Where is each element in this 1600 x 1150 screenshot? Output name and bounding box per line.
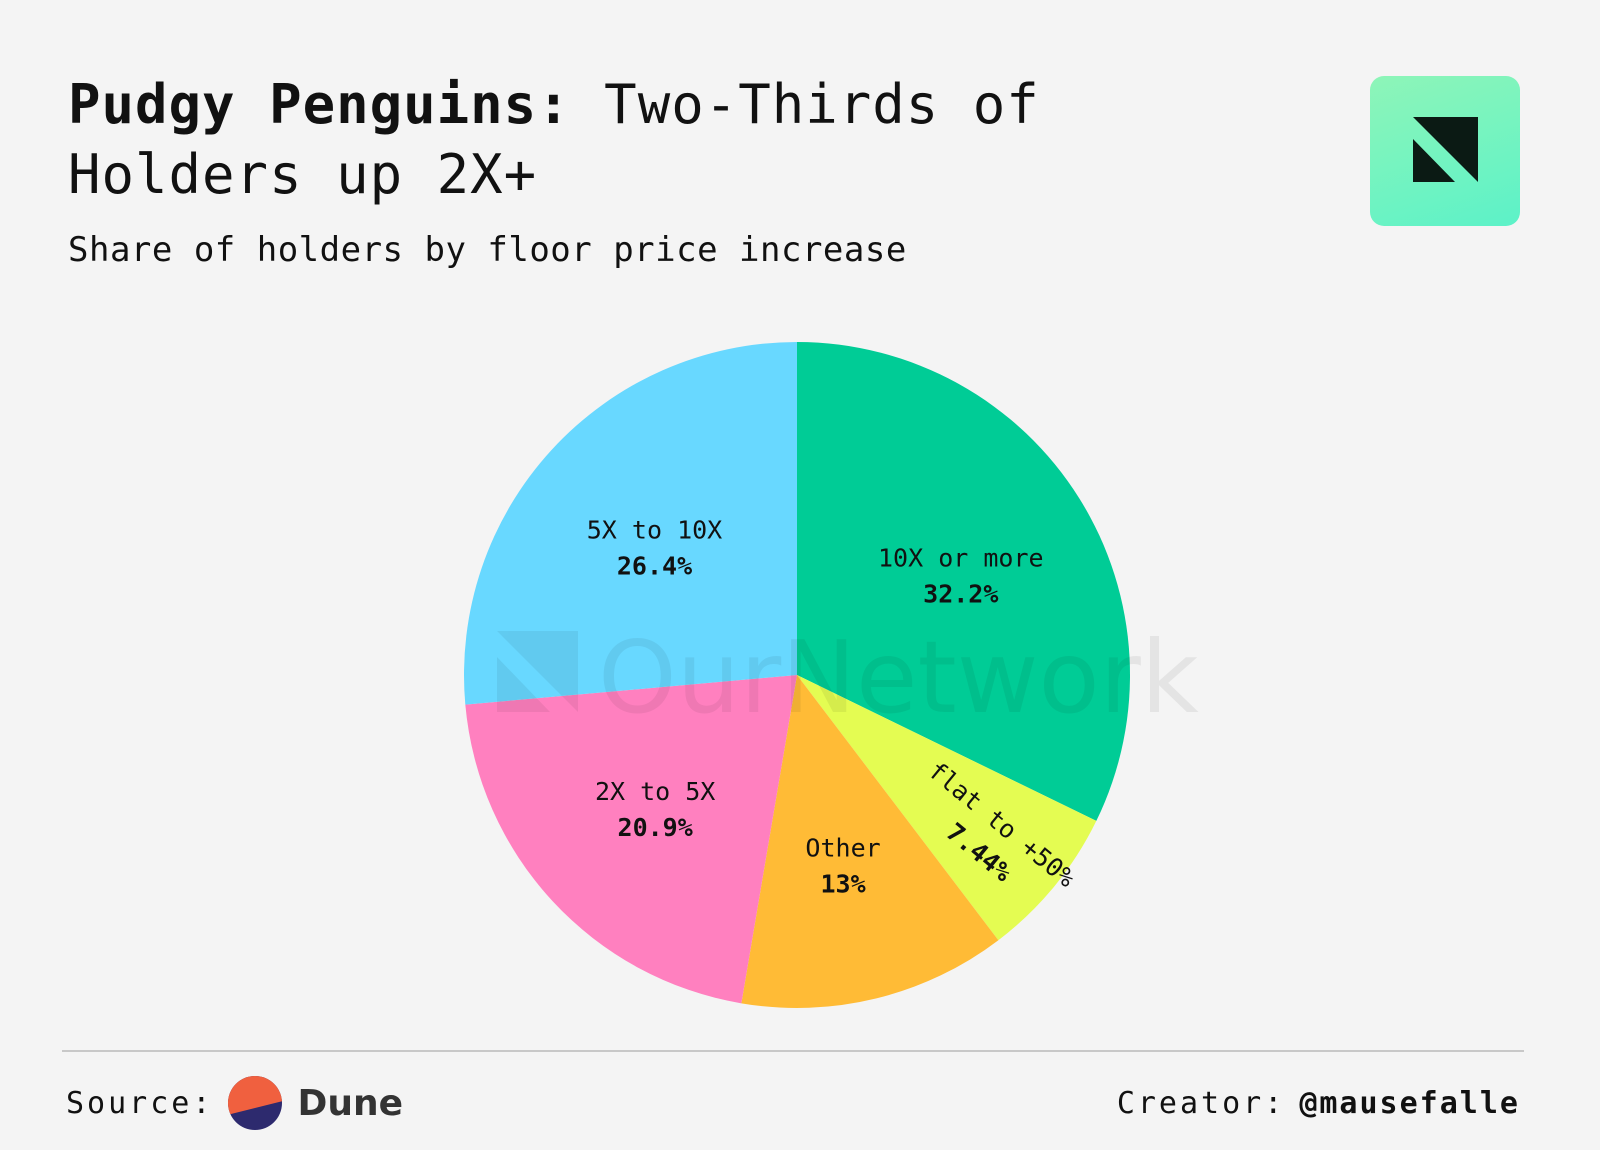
- slice-label-group-5x-to-10x: 5X to 10X 26.4%: [587, 516, 722, 581]
- chart-subtitle: Share of holders by floor price increase: [68, 230, 907, 270]
- slice-value: 26.4%: [617, 552, 692, 581]
- pie-slice-5x-to-10x: [463, 342, 797, 705]
- slice-value: 20.9%: [618, 813, 693, 842]
- dune-logo-icon: [228, 1076, 283, 1130]
- pie-slice-flat-to-50: [797, 675, 1097, 941]
- footer-source: Source: Dune: [66, 1076, 403, 1130]
- pie-slice-other: [741, 675, 999, 1008]
- ournetwork-logo-icon: [1413, 117, 1478, 182]
- ournetwork-logo: [1370, 76, 1520, 226]
- pie-slices: [463, 342, 1131, 1008]
- chart-title-bold: Pudgy Penguins:: [68, 73, 571, 136]
- slice-label-group-other: Other 13%: [805, 834, 880, 899]
- watermark-text: OurNetwork: [598, 619, 1199, 736]
- footer-creator: Creator: @mausefalle: [1117, 1078, 1520, 1128]
- slice-label: 2X to 5X: [595, 777, 715, 806]
- creator-handle: @mausefalle: [1299, 1085, 1520, 1121]
- dune-brand: Dune: [297, 1082, 403, 1124]
- footer-divider: [62, 1050, 1524, 1052]
- pie-slice-2x-to-5x: [465, 675, 797, 1004]
- chart-title: Pudgy Penguins: Two-Thirds of Holders up…: [68, 70, 1218, 210]
- slice-label-group-2x-to-5x: 2X to 5X 20.9%: [595, 777, 715, 842]
- slice-label: 5X to 10X: [587, 516, 722, 545]
- slice-label: 10X or more: [878, 544, 1044, 573]
- creator-label: Creator:: [1116, 1085, 1286, 1121]
- slice-label: Other: [805, 834, 880, 863]
- watermark-logo-icon: [497, 631, 578, 712]
- source-label: Source:: [66, 1085, 214, 1121]
- pie-slice-10x-or-more: [797, 342, 1131, 821]
- slice-value: 32.2%: [923, 580, 998, 609]
- chart-title-rest: Two-Thirds of Holders up 2X+: [68, 73, 1040, 206]
- watermark: OurNetwork: [497, 619, 1199, 736]
- slice-label-group-10x-or-more: 10X or more 32.2%: [878, 544, 1044, 609]
- slice-value: 13%: [820, 870, 865, 899]
